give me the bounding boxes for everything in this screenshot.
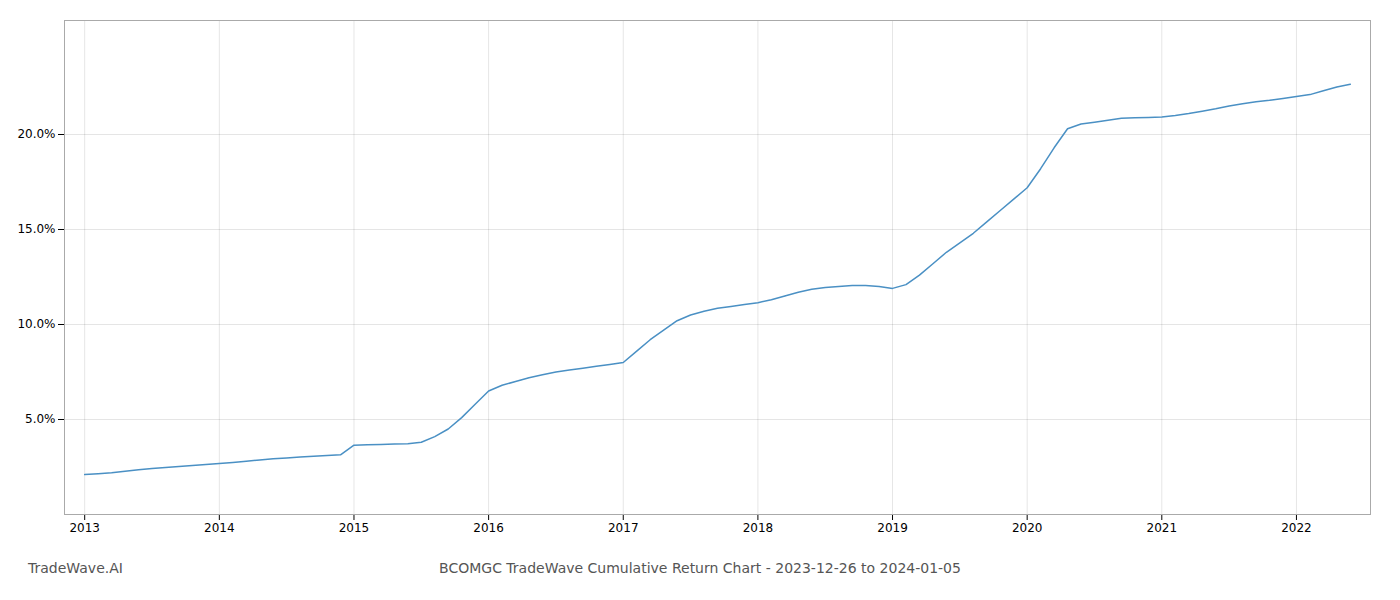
svg-text:2019: 2019 [877,521,908,535]
svg-text:2020: 2020 [1012,521,1043,535]
svg-text:2022: 2022 [1281,521,1312,535]
svg-text:5.0%: 5.0% [25,412,56,426]
svg-text:2013: 2013 [69,521,100,535]
svg-text:2016: 2016 [473,521,504,535]
svg-text:15.0%: 15.0% [17,222,55,236]
svg-text:20.0%: 20.0% [17,127,55,141]
svg-text:10.0%: 10.0% [17,317,55,331]
svg-text:2014: 2014 [204,521,235,535]
svg-text:2015: 2015 [339,521,370,535]
svg-text:2017: 2017 [608,521,639,535]
svg-text:2021: 2021 [1147,521,1178,535]
html-text:TradeWave.AI: TradeWave.AI [28,560,123,576]
html-text:BCOMGC TradeWave Cumulative Re: BCOMGC TradeWave Cumulative Return Chart… [439,560,961,576]
svg-text:2018: 2018 [743,521,774,535]
